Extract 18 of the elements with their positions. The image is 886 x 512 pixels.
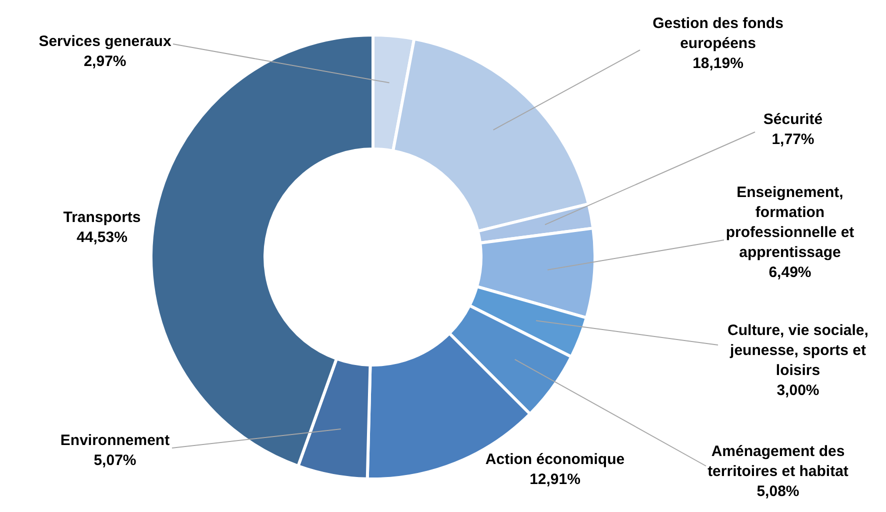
data-label: 5,07% (94, 452, 136, 469)
slice-label: Gestion des fonds européens (652, 15, 784, 52)
slice-label: Sécurité (763, 111, 823, 128)
data-label: 5,08% (756, 483, 800, 500)
slice-label: Aménagement des territoires et habitat (708, 443, 848, 480)
data-label: 2,97% (84, 53, 126, 70)
slice-label: Enseignement, formation professionnelle et apprentissage (726, 184, 854, 261)
data-label: 44,53% (76, 229, 128, 246)
slice-label: Action économique (485, 451, 625, 468)
data-label: 1,77% (772, 131, 814, 148)
data-label: 18,19% (692, 55, 744, 72)
slice-label: Culture, vie sociale, jeunesse, sports et loisirs (728, 322, 868, 379)
slice-label: Transports (63, 209, 141, 226)
slice-label: Services generaux (38, 33, 172, 50)
data-label: 12,91% (530, 471, 580, 488)
data-label: 3,00% (776, 382, 820, 399)
slice-label: Environnement (60, 432, 170, 449)
data-label: 6,49% (768, 264, 812, 281)
